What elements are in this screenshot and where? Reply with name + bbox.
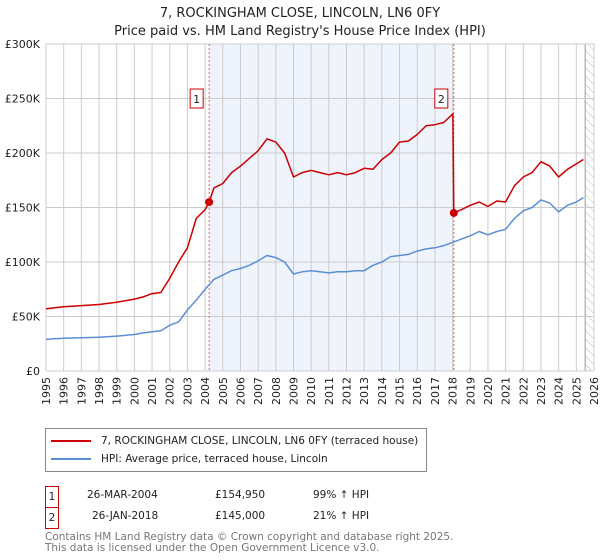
x-tick-label: 2012 bbox=[341, 377, 354, 405]
x-tick-label: 2016 bbox=[411, 377, 424, 405]
x-tick-label: 2018 bbox=[447, 377, 460, 405]
x-tick-label: 2019 bbox=[464, 377, 477, 405]
legend-label-property: 7, ROCKINGHAM CLOSE, LINCOLN, LN6 0FY (t… bbox=[101, 435, 419, 447]
chart-title: 7, ROCKINGHAM CLOSE, LINCOLN, LN6 0FY bbox=[159, 6, 441, 21]
x-tick-label: 1999 bbox=[111, 377, 124, 405]
legend-label-hpi: HPI: Average price, terraced house, Linc… bbox=[101, 453, 328, 465]
x-tick-label: 2010 bbox=[305, 377, 318, 405]
transaction-hpi: 99% ↑ HPI bbox=[313, 489, 370, 501]
footer-line: This data is licensed under the Open Gov… bbox=[45, 542, 380, 554]
y-tick-label: £300K bbox=[5, 38, 41, 51]
y-tick-label: £100K bbox=[5, 256, 41, 269]
transaction-date: 26-JAN-2018 bbox=[92, 510, 159, 522]
x-tick-label: 2021 bbox=[500, 377, 513, 405]
transaction-date: 26-MAR-2004 bbox=[87, 489, 158, 501]
x-tick-label: 2004 bbox=[199, 377, 212, 405]
x-tick-label: 2000 bbox=[128, 377, 141, 405]
transaction-row: 1 26-MAR-2004 £154,950 99% ↑ HPI bbox=[45, 486, 545, 508]
sale-point bbox=[205, 198, 214, 207]
x-tick-label: 2001 bbox=[146, 377, 159, 405]
transaction-row: 2 26-JAN-2018 £145,000 21% ↑ HPI bbox=[45, 507, 545, 529]
transaction-marker: 2 bbox=[45, 507, 59, 529]
footer-line: Contains HM Land Registry data © Crown c… bbox=[45, 531, 454, 543]
x-tick-label: 2009 bbox=[287, 377, 300, 405]
x-tick-label: 2003 bbox=[181, 377, 194, 405]
y-tick-label: £0 bbox=[26, 365, 40, 378]
sale-label: 1 bbox=[193, 93, 200, 106]
x-tick-label: 2006 bbox=[234, 377, 247, 405]
x-tick-label: 2017 bbox=[429, 377, 442, 405]
hpi-line bbox=[45, 197, 584, 341]
transaction-marker: 1 bbox=[45, 486, 59, 508]
chart-subtitle: Price paid vs. HM Land Registry's House … bbox=[114, 24, 486, 39]
x-tick-label: 2002 bbox=[164, 377, 177, 405]
sale-label: 2 bbox=[438, 93, 445, 106]
transaction-hpi: 21% ↑ HPI bbox=[313, 510, 370, 522]
x-tick-label: 1996 bbox=[58, 377, 71, 405]
x-tick-label: 2015 bbox=[394, 377, 407, 405]
x-tick-label: 2014 bbox=[376, 377, 389, 405]
x-tick-label: 2026 bbox=[588, 377, 600, 405]
property-price-line bbox=[45, 113, 584, 310]
x-tick-label: 2008 bbox=[270, 377, 283, 405]
sale-label-box bbox=[189, 88, 204, 109]
transaction-price: £145,000 bbox=[215, 510, 266, 522]
legend-item-property: 7, ROCKINGHAM CLOSE, LINCOLN, LN6 0FY (t… bbox=[51, 433, 418, 449]
x-tick-label: 1998 bbox=[93, 377, 106, 405]
x-tick-label: 2025 bbox=[570, 377, 583, 405]
x-tick-label: 2011 bbox=[323, 377, 336, 405]
x-tick-label: 2020 bbox=[482, 377, 495, 405]
y-tick-label: £50K bbox=[12, 311, 41, 324]
y-tick-label: £200K bbox=[5, 147, 41, 160]
x-tick-label: 2005 bbox=[217, 377, 230, 405]
y-tick-label: £150K bbox=[5, 202, 41, 215]
sale-point bbox=[449, 208, 458, 217]
x-tick-label: 2007 bbox=[252, 377, 265, 405]
x-tick-label: 1997 bbox=[75, 377, 88, 405]
transaction-price: £154,950 bbox=[215, 489, 266, 501]
x-tick-label: 2013 bbox=[358, 377, 371, 405]
y-tick-label: £250K bbox=[5, 93, 41, 106]
legend: 7, ROCKINGHAM CLOSE, LINCOLN, LN6 0FY (t… bbox=[45, 428, 427, 472]
x-tick-label: 2023 bbox=[535, 377, 548, 405]
footer: Contains HM Land Registry data © Crown c… bbox=[45, 532, 453, 554]
legend-item-hpi: HPI: Average price, terraced house, Linc… bbox=[51, 451, 328, 467]
x-tick-label: 2024 bbox=[553, 377, 566, 405]
legend-swatch-hpi bbox=[51, 458, 91, 460]
x-tick-label: 2022 bbox=[517, 377, 530, 405]
sale-label-box bbox=[434, 88, 449, 109]
price-chart: 1995 1996 1997 1998 1999 2000 2001 2002 2003 2004… bbox=[5, 38, 600, 405]
legend-swatch-property bbox=[51, 440, 91, 442]
x-tick-label: 1995 bbox=[40, 377, 53, 405]
